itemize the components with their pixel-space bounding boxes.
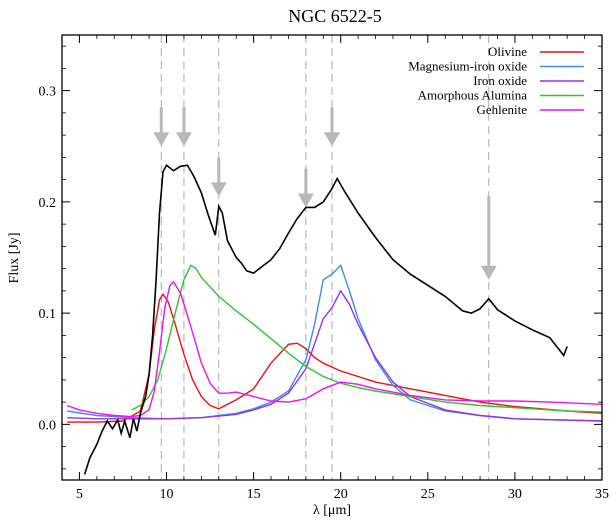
x-tick-label: 15 — [247, 487, 261, 502]
series-line-olivine — [67, 292, 602, 423]
observed-spectrum-line — [83, 163, 568, 475]
plot-frame — [61, 34, 603, 481]
series-layer — [66, 163, 602, 475]
x-axis-label: λ [μm] — [313, 503, 351, 518]
arrow-marker-2 — [210, 157, 227, 197]
y-tick-label: 0.1 — [39, 307, 57, 322]
arrow-markers — [153, 107, 497, 280]
legend-label: Iron oxide — [473, 73, 527, 88]
legend-item: Gehlenite — [476, 102, 584, 117]
arrow-marker-0 — [153, 107, 170, 147]
y-tick-label: 0.0 — [39, 418, 57, 433]
series-line-gehlenite — [66, 280, 602, 418]
legend-label: Amorphous Alumina — [418, 88, 528, 103]
x-tick-label: 20 — [334, 487, 348, 502]
legend-label: Magnesium-iron oxide — [408, 59, 527, 74]
legend-label: Gehlenite — [476, 102, 527, 117]
y-axis-label: Flux [Jy] — [7, 233, 22, 284]
legend-item: Olivine — [488, 44, 584, 59]
x-tick-label: 35 — [595, 487, 609, 502]
legend-item: Iron oxide — [473, 73, 584, 88]
legend-label: Olivine — [488, 44, 527, 59]
legend-item: Magnesium-iron oxide — [408, 59, 584, 74]
series-line-iron-oxide — [67, 289, 602, 422]
arrow-marker-3 — [297, 168, 314, 208]
x-tick-label: 10 — [160, 487, 174, 502]
axis-ticks: 5 10 15 20 25 30 35 0.0 0.1 0.2 0.3 — [39, 35, 609, 502]
y-tick-label: 0.2 — [39, 196, 57, 211]
chart-title: NGC 6522-5 — [288, 6, 382, 26]
legend-item: Amorphous Alumina — [418, 88, 584, 103]
y-tick-label: 0.3 — [39, 85, 57, 100]
arrow-marker-4 — [324, 107, 340, 147]
x-tick-label: 25 — [421, 487, 435, 502]
arrow-marker-5 — [480, 196, 497, 280]
series-line-amorphous-alumina — [131, 264, 602, 413]
x-tick-label: 30 — [508, 487, 522, 502]
arrow-marker-1 — [175, 107, 192, 147]
x-tick-label: 5 — [76, 487, 83, 502]
